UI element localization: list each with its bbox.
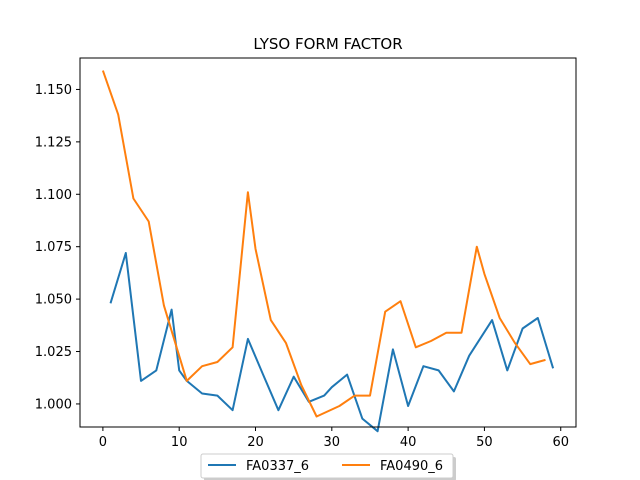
plot-frame xyxy=(79,57,577,428)
y-tick-label: 1.100 xyxy=(35,188,72,203)
legend-label-fa0490: FA0490_6 xyxy=(380,459,443,474)
series-line-fa0490-6 xyxy=(101,70,546,418)
x-tick-label: 50 xyxy=(476,435,493,450)
plot-lines xyxy=(101,70,555,433)
series-line-fa0337-6 xyxy=(109,252,555,433)
legend: FA0337_6 FA0490_6 xyxy=(200,453,456,480)
y-tick-label: 1.075 xyxy=(35,240,72,255)
legend-box xyxy=(200,453,454,479)
y-tick-label: 1.150 xyxy=(35,83,72,98)
y-axis: 1.000 1.025 1.050 1.075 1.100 1.125 1.150 xyxy=(35,83,80,412)
x-tick-label: 30 xyxy=(324,435,341,450)
chart-title: LYSO FORM FACTOR xyxy=(253,35,402,53)
x-tick-label: 10 xyxy=(171,435,188,450)
y-tick-label: 1.125 xyxy=(35,135,72,150)
legend-label-fa0337: FA0337_6 xyxy=(246,459,309,474)
y-tick-label: 1.025 xyxy=(35,345,72,360)
x-axis: 0 10 20 30 40 50 60 xyxy=(99,427,569,450)
x-tick-label: 40 xyxy=(400,435,417,450)
x-tick-label: 20 xyxy=(247,435,264,450)
y-tick-label: 1.000 xyxy=(35,397,72,412)
x-tick-label: 60 xyxy=(552,435,569,450)
x-tick-label: 0 xyxy=(99,435,107,450)
y-tick-label: 1.050 xyxy=(35,293,72,308)
